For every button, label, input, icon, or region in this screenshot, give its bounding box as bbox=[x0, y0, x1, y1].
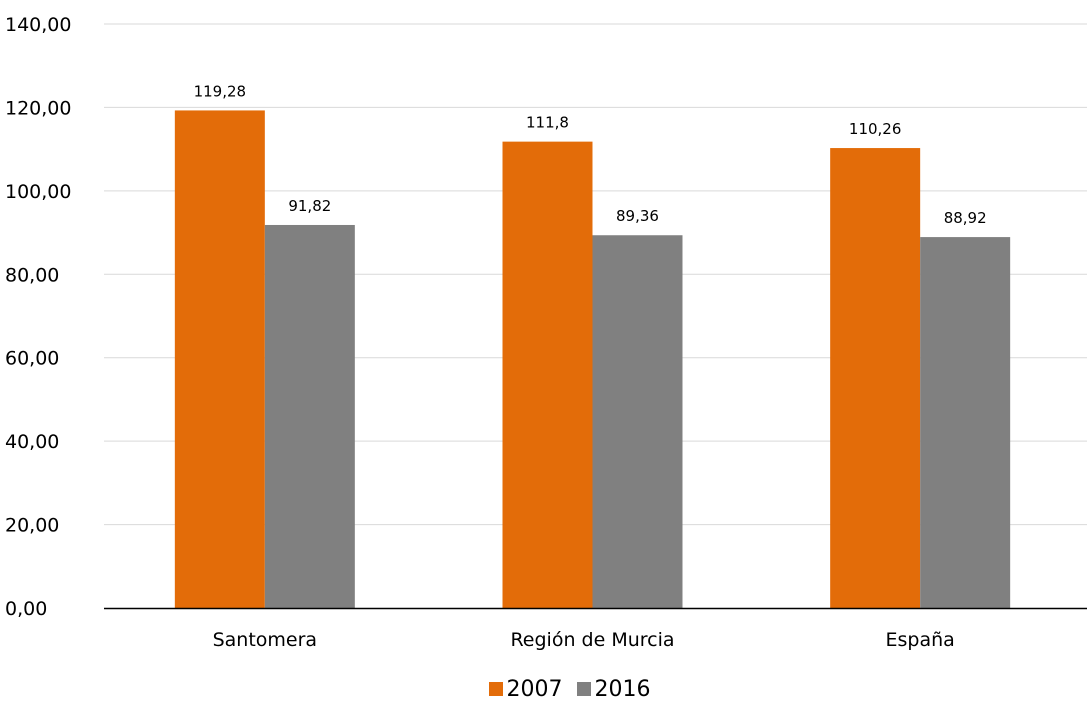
bar-2016-0 bbox=[264, 224, 355, 608]
bar-2007-1 bbox=[502, 141, 593, 609]
data-label: 119,28 bbox=[194, 82, 247, 100]
bar-2016-1 bbox=[592, 235, 683, 608]
data-label: 88,92 bbox=[944, 209, 987, 227]
y-tick-label: 80,00 bbox=[5, 264, 59, 286]
y-tick-label: 60,00 bbox=[5, 348, 59, 370]
legend-item-2007: 2007 bbox=[488, 676, 563, 702]
data-labels: 119,28 91,82 111,8 89,36 110,26 88,92 bbox=[194, 82, 987, 227]
legend: 2007 2016 bbox=[26, 674, 1087, 704]
legend-swatch-2007 bbox=[488, 682, 503, 696]
legend-label-2007: 2007 bbox=[506, 676, 563, 702]
x-category-label: Santomera bbox=[213, 629, 317, 651]
data-label: 91,82 bbox=[288, 197, 331, 215]
legend-label-2016: 2016 bbox=[594, 676, 651, 702]
bar-2007-0 bbox=[174, 110, 265, 608]
y-tick-label: 20,00 bbox=[5, 515, 59, 537]
y-tick-label: 140,00 bbox=[5, 14, 71, 36]
data-label: 110,26 bbox=[849, 120, 902, 138]
bar-2007-2 bbox=[830, 148, 921, 608]
y-tick-label: 0,00 bbox=[5, 598, 47, 620]
x-category-label: España bbox=[886, 629, 955, 651]
y-tick-label: 100,00 bbox=[5, 181, 71, 203]
bars bbox=[174, 110, 1011, 609]
data-label: 111,8 bbox=[526, 114, 569, 132]
x-category-label: Región de Murcia bbox=[510, 629, 674, 651]
y-tick-label: 40,00 bbox=[5, 431, 59, 453]
x-axis-categories: Santomera Región de Murcia España bbox=[213, 629, 955, 651]
bar-2016-2 bbox=[920, 237, 1011, 608]
y-tick-label: 120,00 bbox=[5, 97, 71, 119]
legend-item-2016: 2016 bbox=[576, 676, 651, 702]
data-label: 89,36 bbox=[616, 207, 659, 225]
y-axis-ticks: 0,00 20,00 40,00 60,00 80,00 100,00 120,00 140,… bbox=[5, 14, 71, 620]
legend-swatch-2016 bbox=[576, 682, 591, 696]
